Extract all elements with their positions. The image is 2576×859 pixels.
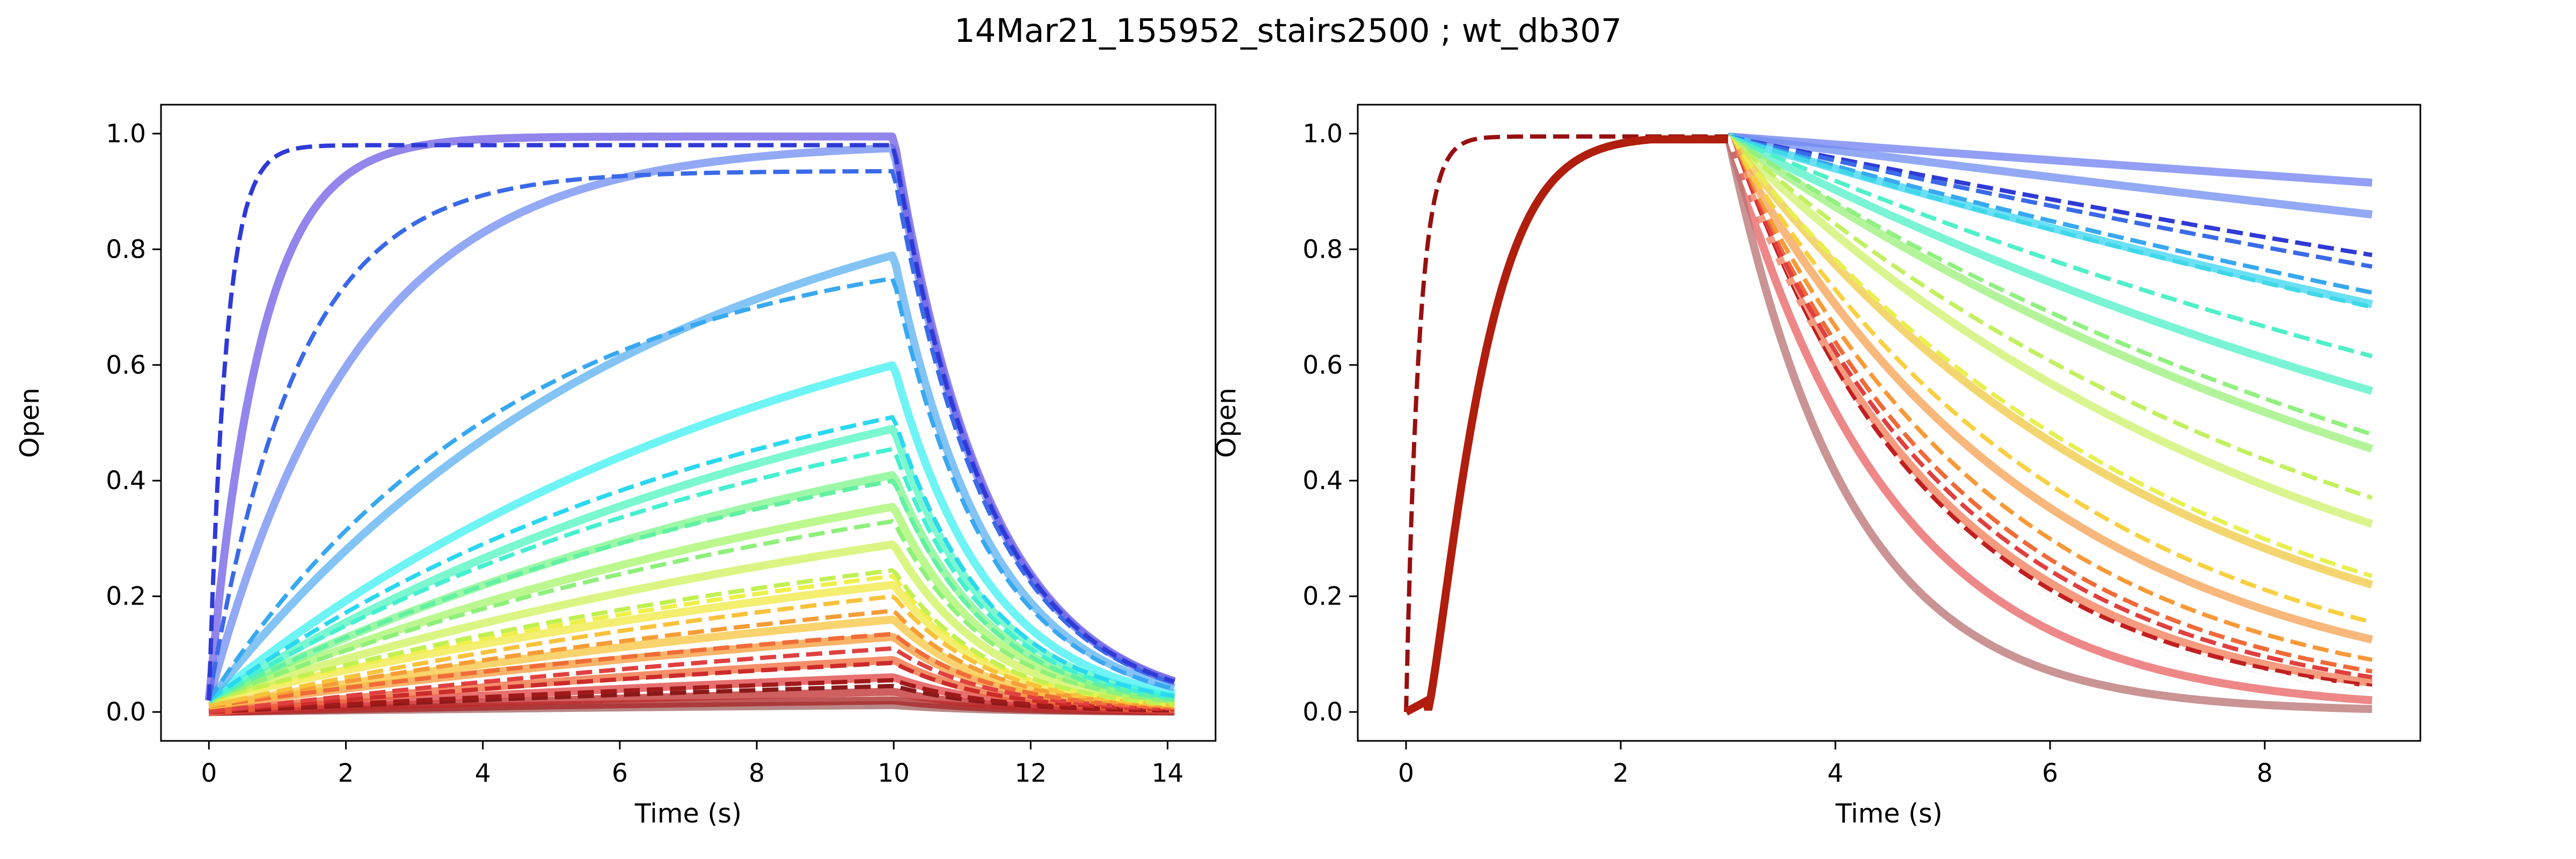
simulated-tail-trace <box>1724 134 2373 644</box>
fitted-trace <box>208 574 1175 707</box>
simulated-tail-trace <box>1725 134 2374 589</box>
simulated-tail-trace <box>1726 133 2374 395</box>
left-panel-frame <box>160 104 1217 742</box>
fitted-trace <box>208 646 1175 715</box>
fitted-tail-trace <box>1726 135 2373 500</box>
ytick-label: 0.6 <box>1302 351 1343 380</box>
simulated-trace <box>206 361 1175 704</box>
right-panel-ylabel: Open <box>1211 388 1242 458</box>
left-panel: 0 2 4 6 8 10 12 14 0.00.20.40.60.81.0 Time (s) … <box>14 104 1217 829</box>
fitted-tail-trace <box>1726 135 2373 688</box>
fitted-tail-trace <box>1726 134 2373 436</box>
xtick-label: 8 <box>2257 759 2273 788</box>
left-panel-ylabel: Open <box>14 388 45 458</box>
fitted-tail-trace <box>1728 134 2373 257</box>
xtick-label: 0 <box>1398 759 1414 788</box>
fitted-trace <box>208 519 1175 704</box>
simulated-tail-trace <box>1728 132 2373 219</box>
fitted-tail-trace <box>1727 134 2373 309</box>
xtick-label: 4 <box>1827 759 1843 788</box>
xtick-label: 6 <box>612 759 628 788</box>
xtick-label: 6 <box>2042 759 2058 788</box>
fitted-trace <box>209 678 1175 715</box>
left-panel-xlabel: Time (s) <box>634 798 742 829</box>
right-panel-traces <box>1404 132 2374 716</box>
xtick-label: 0 <box>201 759 217 788</box>
ytick-label: 0.4 <box>1302 466 1343 496</box>
simulated-activation-trace <box>1404 135 1728 716</box>
fitted-tail-trace <box>1727 134 2373 359</box>
fitted-tail-trace <box>1726 135 2373 691</box>
simulated-tail-trace <box>1725 133 2374 528</box>
ytick-label: 0.4 <box>106 466 146 496</box>
left-panel-yticks: 0.0 0.2 0.4 0.6 0.8 1.0 <box>106 119 161 727</box>
simulated-trace <box>207 503 1175 705</box>
fitted-tail-trace <box>1728 134 2373 269</box>
right-panel-xticks: 0 2 4 6 8 <box>1398 741 2273 788</box>
xtick-label: 2 <box>338 759 354 788</box>
fitted-trace <box>208 608 1175 709</box>
right-panel-yticks: 0.0 0.2 0.4 0.6 0.8 1.0 <box>1302 119 1358 727</box>
simulated-trace <box>208 581 1175 709</box>
fitted-trace <box>207 143 1175 701</box>
simulated-trace <box>208 673 1175 716</box>
fitted-tail-trace <box>1726 135 2373 624</box>
ytick-label: 0.6 <box>106 351 146 380</box>
simulated-tail-trace <box>1724 135 2373 714</box>
ytick-label: 0.8 <box>106 235 146 264</box>
fitted-trace <box>207 414 1175 702</box>
figure-title: 14Mar21_155952_stairs2500 ; wt_db307 <box>954 12 1622 50</box>
right-panel-frame <box>1357 104 2421 742</box>
simulated-trace <box>208 615 1175 711</box>
fitted-trace <box>208 568 1175 707</box>
left-panel-traces <box>204 132 1176 716</box>
ytick-label: 0.8 <box>1302 235 1343 264</box>
fitted-trace <box>207 276 1175 702</box>
xtick-label: 10 <box>877 759 910 788</box>
right-panel: 0 2 4 6 8 0.0 0.2 0.4 0.6 0.8 1.0 Time (s) Open <box>1211 104 2421 829</box>
ytick-label: 1.0 <box>1302 119 1343 149</box>
left-panel-xticks: 0 2 4 6 8 10 12 14 <box>201 741 1184 788</box>
xtick-label: 14 <box>1152 759 1184 788</box>
simulated-trace <box>207 425 1175 704</box>
simulated-trace <box>208 688 1175 716</box>
fitted-trace <box>207 169 1175 701</box>
ytick-label: 0.2 <box>106 582 146 612</box>
ytick-label: 0.0 <box>1302 697 1343 727</box>
xtick-label: 12 <box>1015 759 1047 788</box>
simulated-tail-trace <box>1724 135 2373 687</box>
ytick-label: 1.0 <box>106 119 146 149</box>
ytick-label: 0.2 <box>1302 582 1343 612</box>
fitted-trace <box>208 631 1175 710</box>
fitted-tail-trace <box>1726 135 2373 674</box>
simulated-tail-trace <box>1725 133 2374 453</box>
fitted-tail-trace <box>1726 135 2373 578</box>
simulated-tail-trace <box>1724 135 2373 704</box>
ytick-label: 0.0 <box>106 697 146 727</box>
right-panel-xlabel: Time (s) <box>1835 798 1942 829</box>
simulated-trace <box>207 540 1175 707</box>
xtick-label: 8 <box>749 759 765 788</box>
fitted-trace <box>208 660 1175 715</box>
fitted-activation-trace <box>1404 134 1728 712</box>
fitted-tail-trace <box>1727 134 2373 295</box>
xtick-label: 4 <box>475 759 491 788</box>
fitted-trace <box>208 594 1175 709</box>
simulated-tail-trace <box>1728 132 2373 187</box>
fitted-trace <box>208 478 1175 703</box>
fitted-tail-trace <box>1726 135 2373 663</box>
fitted-trace <box>208 447 1175 703</box>
fitted-tail-trace <box>1726 135 2373 680</box>
xtick-label: 2 <box>1613 759 1629 788</box>
